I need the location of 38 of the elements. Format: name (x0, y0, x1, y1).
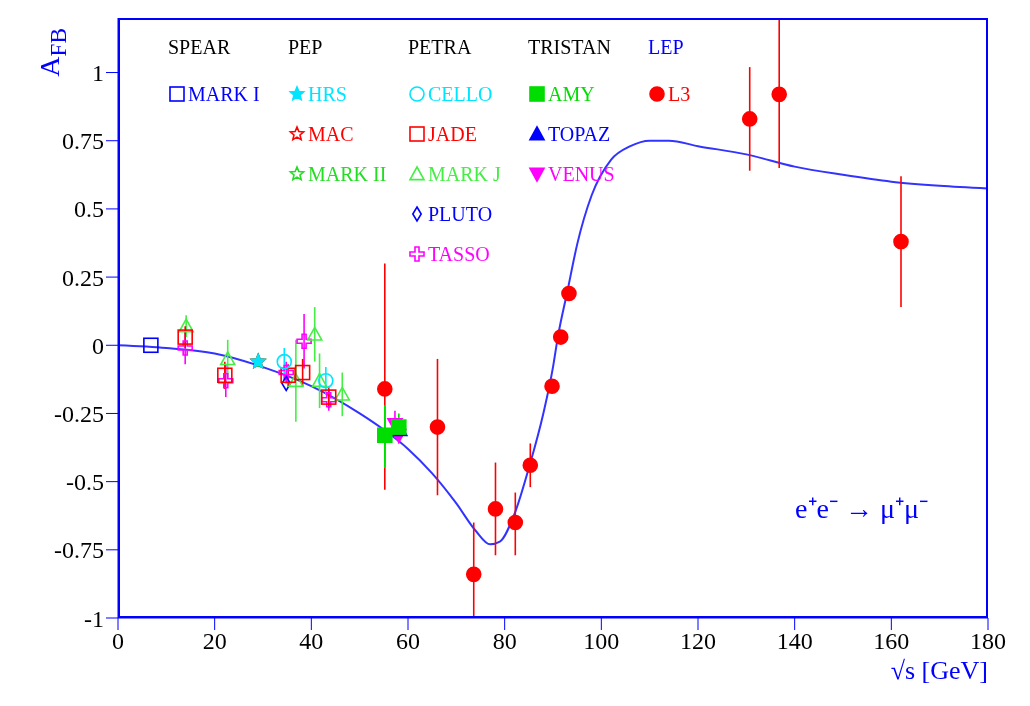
legend-label: JADE (428, 122, 477, 146)
x-tick-label: 180 (970, 628, 1006, 655)
legend-label: MARK I (188, 82, 260, 106)
x-tick-label: 60 (396, 628, 420, 655)
legend-label: HRS (308, 82, 347, 106)
legend-label: PLUTO (428, 202, 493, 226)
y-tick-label: -0.25 (54, 400, 104, 427)
legend-label: TOPAZ (548, 122, 611, 146)
x-tick-label: 80 (492, 628, 517, 655)
x-tick-label: 20 (202, 628, 227, 655)
legend-label: MARK II (308, 162, 387, 186)
y-tick-label: -0.5 (66, 469, 104, 496)
y-tick-label: 0 (92, 332, 104, 359)
y-tick-label: -0.75 (54, 537, 104, 564)
x-tick-label: 160 (873, 628, 910, 655)
x-tick-label: 120 (680, 628, 716, 655)
legend-label: CELLO (428, 82, 493, 106)
y-tick-label: 0.25 (62, 264, 104, 291)
x-tick-label: 140 (776, 628, 813, 655)
legend-label: TASSO (428, 242, 490, 266)
x-axis-title: √s [GeV] (890, 656, 988, 686)
y-tick-label: 0.5 (74, 196, 104, 223)
y-tick-label: 1 (92, 60, 104, 87)
legend-label: AMY (548, 82, 595, 106)
x-tick-label: 0 (112, 628, 124, 655)
annotation: SPEAR (168, 36, 232, 60)
y-tick-label: 0.75 (62, 128, 104, 155)
x-tick-label: 100 (583, 628, 620, 655)
x-tick-label: 40 (299, 628, 324, 655)
annotation: LEP (648, 36, 685, 60)
annotation: TRISTAN (528, 36, 612, 60)
annotation: PETRA (408, 36, 473, 60)
annotation: PEP (288, 36, 324, 60)
annotation: e⁺e⁻ → μ⁺μ⁻ (795, 492, 928, 526)
legend-label: MAC (308, 122, 354, 146)
y-tick-label: -1 (84, 605, 104, 632)
legend-label: MARK J (428, 162, 501, 186)
legend-label: L3 (668, 82, 691, 106)
